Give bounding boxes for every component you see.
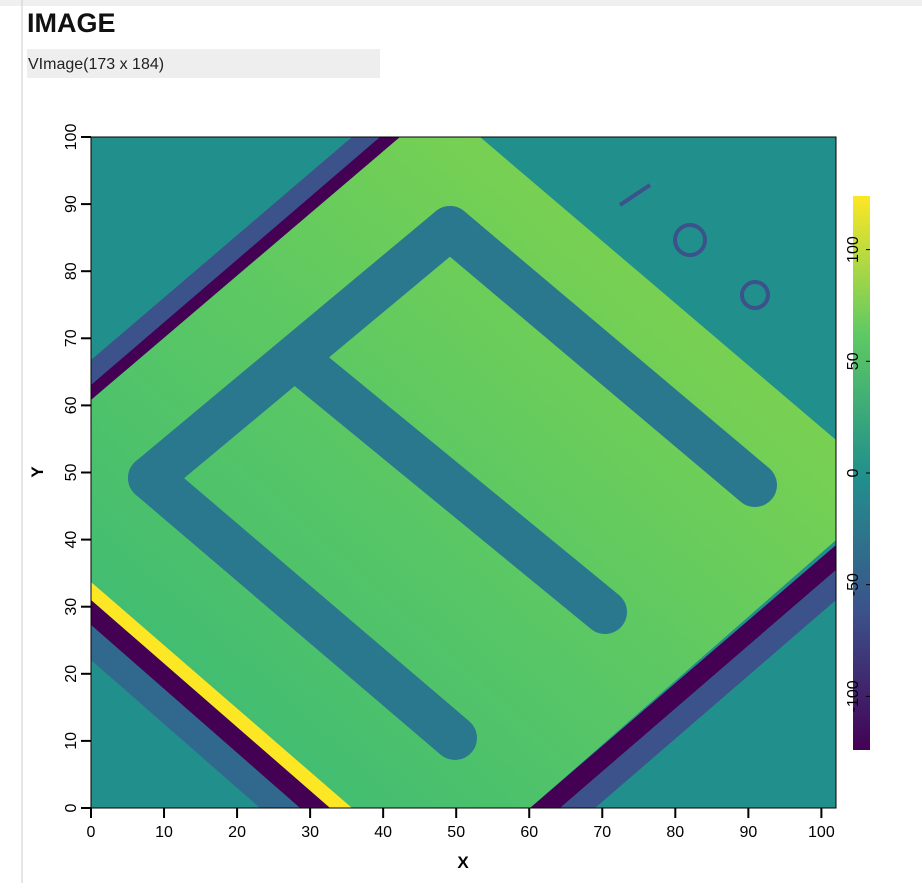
x-tick-label: 90 xyxy=(739,824,757,841)
x-tick-label: 50 xyxy=(447,824,465,841)
y-tick-label: 10 xyxy=(63,732,80,750)
x-tick-label: 60 xyxy=(520,824,538,841)
top-bar xyxy=(0,0,922,6)
y-tick-label: 100 xyxy=(63,124,80,151)
y-tick-label: 50 xyxy=(63,464,80,482)
y-tick-label: 20 xyxy=(63,665,80,683)
subtitle: VImage(173 x 184) xyxy=(28,56,164,73)
y-tick-label: 0 xyxy=(63,803,80,812)
page: IMAGE VImage(173 x 184) X Y 0 10 20 30 40 50 6… xyxy=(0,0,922,883)
image xyxy=(91,137,836,808)
y-axis-label: Y xyxy=(28,466,47,478)
y-tick-label: 40 xyxy=(63,531,80,549)
x-tick-label: 70 xyxy=(593,824,611,841)
colorbar-tick-label: 50 xyxy=(845,352,862,370)
page-title: IMAGE xyxy=(27,8,116,38)
x-tick-label: 100 xyxy=(808,824,835,841)
x-axis-label: X xyxy=(457,853,469,872)
x-tick-label: 40 xyxy=(374,824,392,841)
x-tick-label: 10 xyxy=(155,824,173,841)
x-tick-label: 80 xyxy=(666,824,684,841)
x-tick-label: 30 xyxy=(301,824,319,841)
screen: IMAGE VImage(173 x 184) X Y 0 10 20 30 40 50 6… xyxy=(0,0,922,883)
y-tick-label: 70 xyxy=(63,329,80,347)
y-tick-label: 30 xyxy=(63,598,80,616)
x-tick-label: 0 xyxy=(87,824,96,841)
colorbar-tick-label: 100 xyxy=(845,236,862,263)
y-tick-label: 90 xyxy=(63,195,80,213)
colorbar-tick-label: 0 xyxy=(845,468,862,477)
y-tick-label: 80 xyxy=(63,262,80,280)
y-tick-label: 60 xyxy=(63,396,80,414)
colorbar-tick-label: -50 xyxy=(845,573,862,596)
colorbar-tick-label: -100 xyxy=(845,680,862,712)
x-tick-label: 20 xyxy=(228,824,246,841)
